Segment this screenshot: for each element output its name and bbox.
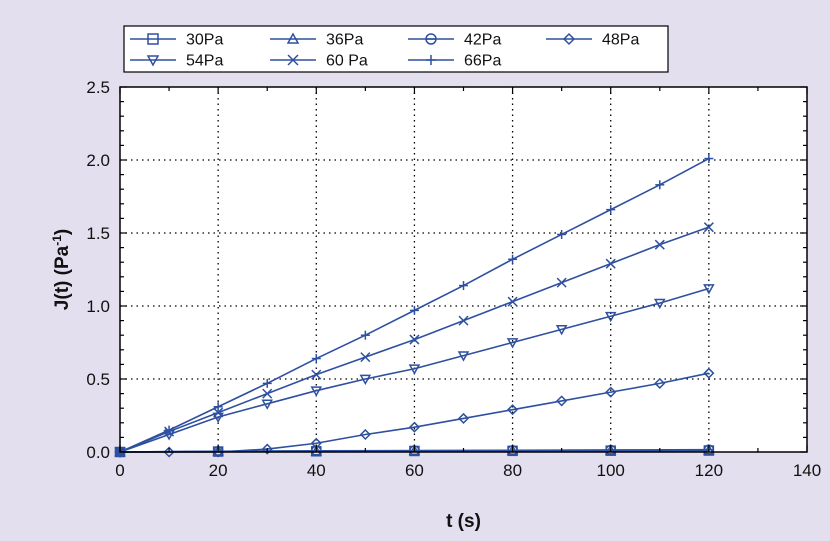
x-axis-title: t (s) (446, 511, 481, 532)
data-point (458, 315, 469, 326)
data-point (261, 399, 273, 410)
legend-item: 48Pa (546, 32, 639, 49)
data-point (606, 205, 616, 215)
y-axis-title: J(t) (Pa-1) (50, 229, 73, 310)
series-66pa (115, 154, 714, 457)
y-tick-label: 1.0 (86, 297, 110, 316)
data-point (262, 378, 272, 388)
axis-ticks (119, 86, 808, 453)
legend-label: 48Pa (602, 32, 639, 49)
y-tick-label: 2.5 (86, 78, 110, 97)
x-tick-labels: 0 20 40 60 80 100 120 140 (115, 461, 821, 480)
legend-item: 42Pa (408, 32, 501, 49)
data-point (311, 369, 322, 380)
data-point (457, 351, 470, 362)
legend-label: 66Pa (464, 53, 501, 70)
legend-item: 54Pa (130, 53, 223, 70)
data-point (556, 277, 567, 288)
y-axis-title-sup: -1 (50, 235, 64, 246)
data-point (408, 364, 421, 375)
data-point (409, 305, 419, 315)
legend-box (123, 25, 669, 73)
series-60pa (114, 222, 714, 458)
x-tick-label: 100 (597, 461, 625, 480)
legend-item: 30Pa (130, 32, 223, 49)
legend-item: 36Pa (270, 32, 363, 49)
data-point (360, 352, 371, 363)
x-tick-label: 140 (793, 461, 821, 480)
data-point (164, 425, 174, 435)
legend-label: 42Pa (464, 32, 501, 49)
data-point (213, 407, 224, 418)
x-tick-label: 40 (307, 461, 326, 480)
x-tick-label: 80 (503, 461, 522, 480)
data-point (655, 180, 665, 190)
data-point (704, 154, 714, 164)
data-point (556, 395, 568, 407)
data-point (507, 404, 519, 416)
data-point (409, 334, 420, 345)
y-axis-title-close: ) (52, 229, 73, 235)
legend-label: 30Pa (186, 32, 223, 49)
plot-area (120, 87, 807, 452)
data-point (555, 325, 568, 336)
data-point (605, 386, 617, 398)
y-tick-label: 2.0 (86, 151, 110, 170)
data-point (703, 284, 715, 295)
data-point (360, 330, 370, 340)
y-tick-label: 0.5 (86, 370, 110, 389)
x-tick-label: 60 (405, 461, 424, 480)
data-point (557, 229, 567, 239)
y-axis-title-main: J(t) (Pa (52, 245, 73, 310)
data-point (163, 446, 175, 458)
data-point (703, 222, 714, 233)
data-point (605, 258, 616, 269)
data-point (457, 412, 470, 424)
data-point (262, 388, 273, 399)
data-point (359, 374, 372, 386)
legend-items: 30Pa 36Pa 42Pa 48Pa 54Pa 60 Pa 66Pa (130, 32, 639, 70)
x-tick-label: 0 (115, 461, 124, 480)
legend-marker (147, 33, 159, 45)
data-point (654, 239, 665, 250)
legend-item: 66Pa (408, 53, 501, 70)
legend-item: 60 Pa (270, 53, 368, 70)
data-point (703, 367, 715, 379)
data-point (359, 428, 371, 441)
data-point (508, 254, 518, 264)
data-point (310, 386, 323, 397)
legend-marker (287, 54, 299, 66)
y-tick-label: 1.5 (86, 224, 110, 243)
legend-label: 60 Pa (326, 53, 368, 70)
x-tick-label: 120 (695, 461, 723, 480)
data-point (408, 421, 420, 433)
data-point (311, 354, 321, 364)
data-point (212, 446, 224, 458)
data-point (654, 298, 666, 310)
legend-label: 54Pa (186, 53, 223, 70)
legend-marker (146, 55, 160, 67)
y-tick-label: 0.0 (86, 443, 110, 462)
y-tick-labels: 0.0 0.5 1.0 1.5 2.0 2.5 (86, 78, 110, 462)
data-point (459, 281, 468, 291)
series-line (119, 287, 710, 453)
legend-label: 36Pa (326, 32, 363, 49)
data-point (261, 443, 273, 455)
data-point (654, 377, 666, 389)
legend-marker (562, 32, 576, 46)
data-point (506, 338, 519, 349)
legend-marker (426, 55, 436, 65)
legend-marker (425, 33, 437, 45)
x-tick-label: 20 (209, 461, 228, 480)
data-point (604, 311, 617, 323)
data-point (507, 296, 518, 307)
data-point (213, 402, 223, 412)
legend: 30Pa 36Pa 42Pa 48Pa 54Pa 60 Pa 66Pa (123, 25, 669, 73)
legend-marker (286, 32, 300, 44)
